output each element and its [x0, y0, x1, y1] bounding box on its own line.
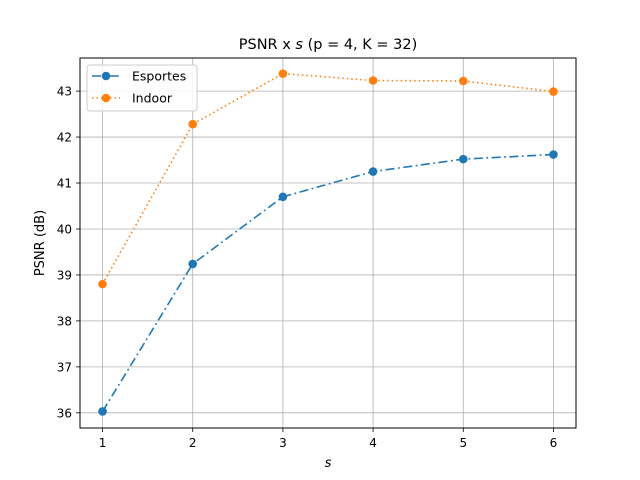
data-point-esportes [458, 154, 468, 164]
x-axis-ticks: 1 2 3 4 5 6 [99, 428, 558, 450]
data-point-indoor [98, 279, 107, 289]
y-tick-label: 41 [57, 177, 72, 191]
y-tick-label: 40 [57, 222, 72, 236]
data-point-esportes [188, 259, 198, 269]
grid [80, 58, 576, 428]
data-point-indoor [458, 76, 468, 86]
data-point-indoor [188, 119, 198, 129]
x-tick-label: 1 [99, 436, 107, 450]
series-indoor [98, 69, 558, 289]
series-line-esportes [101, 153, 554, 412]
series-line-indoor [101, 72, 554, 285]
series-esportes [98, 150, 558, 416]
plot-frame [79, 57, 577, 429]
legend-entry-indoor: Indoor [92, 91, 173, 106]
legend: Esportes Indoor [86, 64, 198, 112]
x-tick-label: 5 [459, 436, 467, 450]
data-point-indoor [278, 69, 288, 78]
y-tick-label: 36 [57, 406, 72, 420]
chart-title: PSNR x s (p = 4, K = 32) [239, 37, 418, 53]
y-tick-label: 43 [57, 85, 72, 99]
data-point-esportes [98, 407, 107, 416]
data-point-esportes [368, 167, 378, 176]
y-tick-label: 37 [57, 360, 72, 374]
data-point-esportes [549, 150, 558, 159]
y-tick-label: 39 [57, 268, 72, 282]
x-tick-label: 4 [369, 436, 377, 450]
y-tick-label: 38 [57, 314, 72, 328]
y-tick-label: 42 [57, 131, 72, 145]
x-axis-label: s [325, 456, 332, 471]
legend-entry-esportes: Esportes [92, 69, 186, 84]
data-point-indoor [549, 87, 558, 96]
data-point-indoor [368, 76, 378, 85]
legend-swatch-marker [101, 71, 111, 81]
legend-label: Indoor [132, 91, 173, 106]
legend-label: Esportes [132, 69, 186, 84]
x-tick-label: 2 [189, 436, 197, 450]
y-axis-ticks: 36 37 38 39 40 41 42 43 [57, 85, 80, 420]
legend-swatch-marker [101, 93, 111, 103]
x-tick-label: 6 [550, 436, 558, 450]
x-tick-label: 3 [279, 436, 287, 450]
y-axis-label: PSNR (dB) [33, 210, 48, 276]
series-layer [98, 69, 558, 416]
data-point-esportes [278, 192, 288, 202]
